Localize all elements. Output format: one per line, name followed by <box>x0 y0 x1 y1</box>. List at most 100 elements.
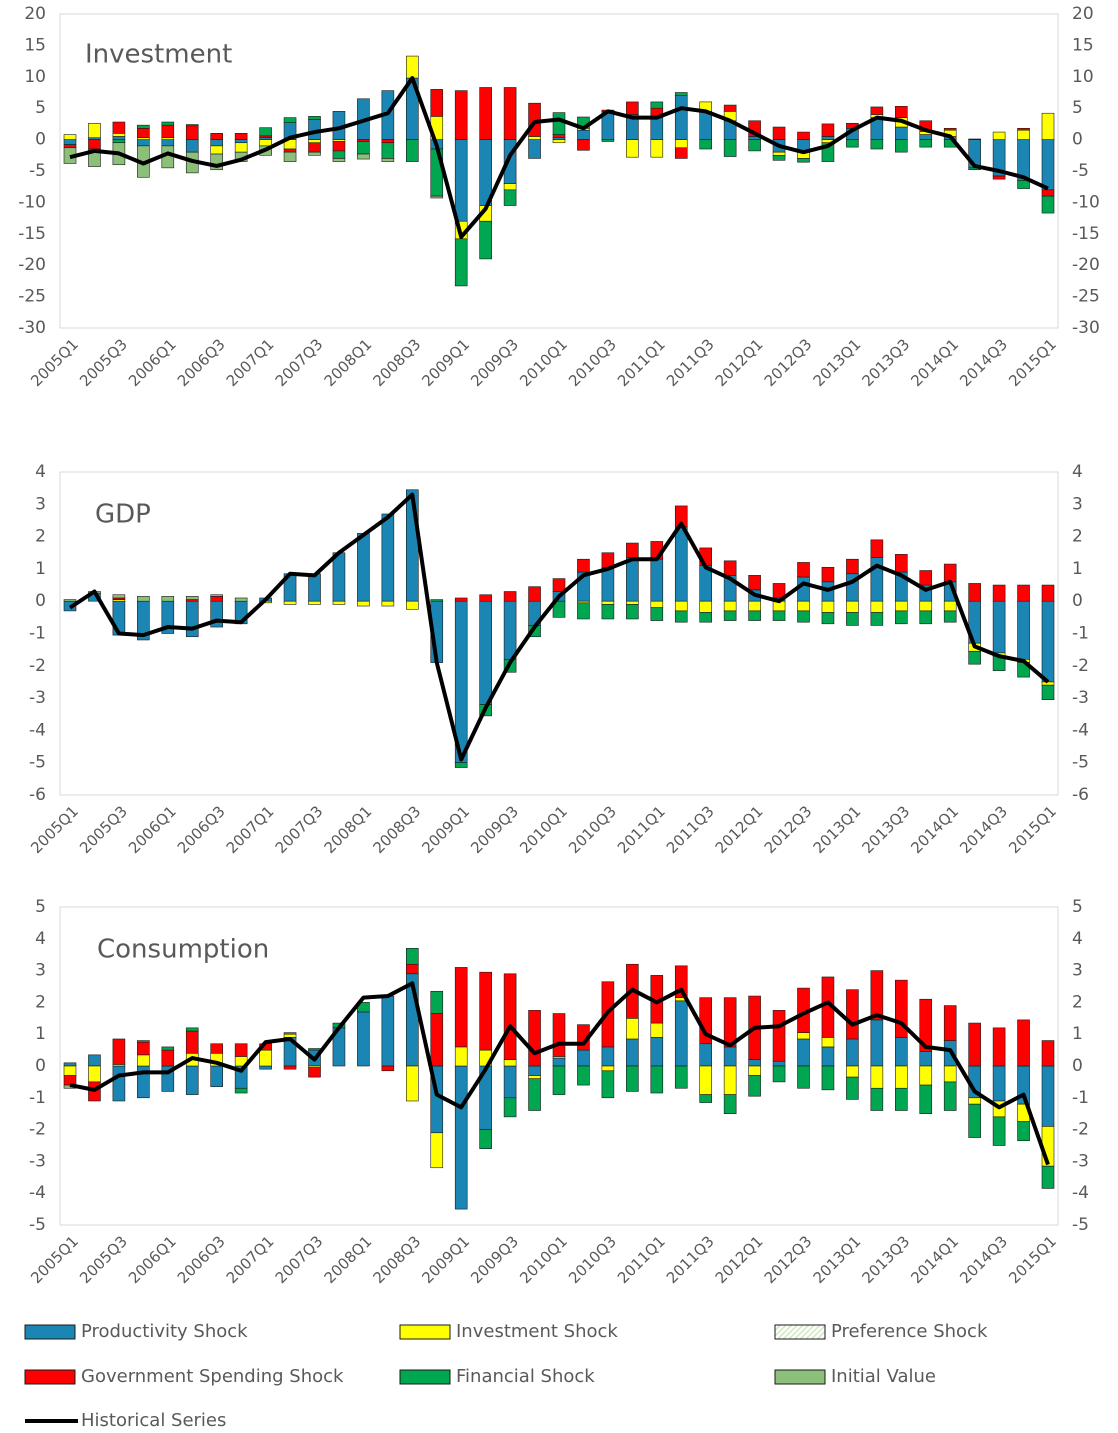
historical-line <box>68 492 1050 762</box>
y-tick-label: -5 <box>29 161 46 181</box>
y2-tick-label: 10 <box>1072 67 1094 87</box>
legend-swatch <box>24 1369 76 1385</box>
bar-segment <box>723 610 737 621</box>
y2-tick-label: 1 <box>1072 1024 1083 1044</box>
x-tick-label: 2015Q1 <box>1005 335 1060 390</box>
bar-segment <box>992 175 1006 180</box>
bar-segment <box>894 139 908 153</box>
bar-segment <box>1017 1019 1030 1067</box>
x-tick-label: 2007Q3 <box>272 802 327 857</box>
bar-segment <box>479 220 492 260</box>
bar-segment <box>919 1065 933 1086</box>
x-tick-label: 2014Q1 <box>907 1232 962 1287</box>
legend-label: Investment Shock <box>456 1321 618 1342</box>
bar-segment <box>919 1084 933 1114</box>
bar-segment <box>552 1013 566 1057</box>
bar-segment <box>161 124 175 139</box>
y2-tick-label: -1 <box>1072 1088 1089 1108</box>
bar-segment <box>821 123 835 137</box>
x-tick-label: 2005Q1 <box>27 1232 82 1287</box>
bar-segment <box>1041 1040 1055 1067</box>
bar-segment <box>577 129 590 140</box>
bar-segment <box>430 1013 444 1067</box>
x-tick-label: 2009Q3 <box>467 802 522 857</box>
bar-segment <box>626 101 639 115</box>
bar-segment <box>919 134 933 140</box>
bar-segment <box>479 971 492 1051</box>
historical-line <box>69 76 1049 239</box>
bar-segment <box>846 600 859 613</box>
bar-segment <box>772 610 786 621</box>
legend-swatch <box>774 1369 826 1385</box>
bar-segment <box>748 1059 761 1067</box>
bar-segment <box>968 138 981 140</box>
bar-segment <box>381 995 395 1067</box>
bar-segment <box>503 600 517 660</box>
bar-segment <box>308 573 321 602</box>
bar-segment <box>161 121 175 126</box>
bar-segment <box>234 1043 248 1057</box>
bar-segment <box>210 1065 223 1087</box>
bar-segment <box>357 533 370 602</box>
y2-tick-label: 3 <box>1072 961 1083 981</box>
bar-segment <box>552 1065 566 1095</box>
bar-segment <box>748 575 761 591</box>
bar-segment <box>870 106 884 115</box>
x-tick-label: 2012Q1 <box>712 335 767 390</box>
x-tick-label: 2013Q1 <box>810 802 865 857</box>
bar-segment <box>503 1059 517 1067</box>
bar-segment <box>308 1048 321 1051</box>
bar-segment <box>283 1033 297 1038</box>
bar-segment <box>1041 139 1055 191</box>
bar-segment <box>454 1065 468 1210</box>
bar-segment <box>112 1065 126 1102</box>
y2-tick-label: -3 <box>1072 1151 1089 1171</box>
x-tick-label: 2005Q1 <box>27 802 82 857</box>
bar-segment <box>88 1054 101 1067</box>
bar-segment <box>601 566 615 602</box>
bar-segment <box>528 139 541 159</box>
bar-segment <box>723 104 737 112</box>
bar-segment <box>185 1065 199 1095</box>
bar-segment <box>650 607 664 621</box>
y-tick-label: -30 <box>18 318 46 338</box>
bar-segment <box>1017 129 1030 140</box>
bar-segment <box>479 594 492 602</box>
bar-segment <box>528 1010 541 1067</box>
x-tick-label: 2005Q3 <box>76 1232 131 1287</box>
bar-segment <box>968 1022 981 1067</box>
bar-segment <box>674 610 688 623</box>
bar-segment <box>723 139 737 157</box>
bar-segment <box>112 136 126 140</box>
bar-segment <box>674 95 688 140</box>
x-tick-label: 2009Q1 <box>418 335 473 390</box>
bar-segment <box>772 126 786 140</box>
bar-segment <box>650 1022 664 1038</box>
bar-segment <box>943 1005 957 1041</box>
chart-title: Investment <box>85 40 232 70</box>
bar-segment <box>503 591 517 602</box>
bar-segment <box>161 139 175 147</box>
bar-segment <box>674 92 688 96</box>
bar-segment <box>894 600 908 612</box>
bar-segment <box>430 1132 444 1169</box>
bar-segment <box>430 990 444 1014</box>
bar-segment <box>259 127 272 137</box>
bar-segment <box>723 600 737 612</box>
y-tick-label: -6 <box>29 785 46 805</box>
bar-segment <box>63 599 77 602</box>
plot-area <box>59 471 1059 796</box>
bar-segment <box>308 1067 321 1078</box>
bar-segment <box>479 600 492 705</box>
bar-segment <box>601 600 615 605</box>
bar-segment <box>381 158 395 162</box>
bar-segment <box>308 139 321 144</box>
legend-label: Initial Value <box>831 1366 936 1387</box>
bar-segment <box>894 1037 908 1067</box>
historical-line <box>69 981 1050 1166</box>
x-tick-label: 2008Q1 <box>321 335 376 390</box>
bar-segment <box>112 133 126 137</box>
y2-tick-label: 15 <box>1072 35 1094 55</box>
bar-segment <box>528 1065 541 1076</box>
